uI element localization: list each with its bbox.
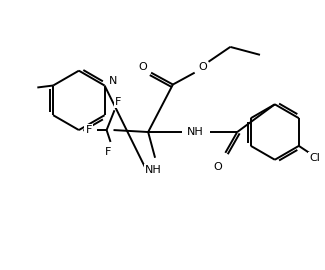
Text: N: N [109,76,118,86]
Text: F: F [115,97,122,107]
Text: O: O [198,62,207,72]
Text: O: O [139,62,148,72]
Text: Cl: Cl [309,153,320,163]
Text: NH: NH [145,165,162,175]
Text: F: F [85,125,92,135]
Text: NH: NH [187,127,204,137]
Text: F: F [105,147,112,157]
Text: O: O [213,162,222,172]
